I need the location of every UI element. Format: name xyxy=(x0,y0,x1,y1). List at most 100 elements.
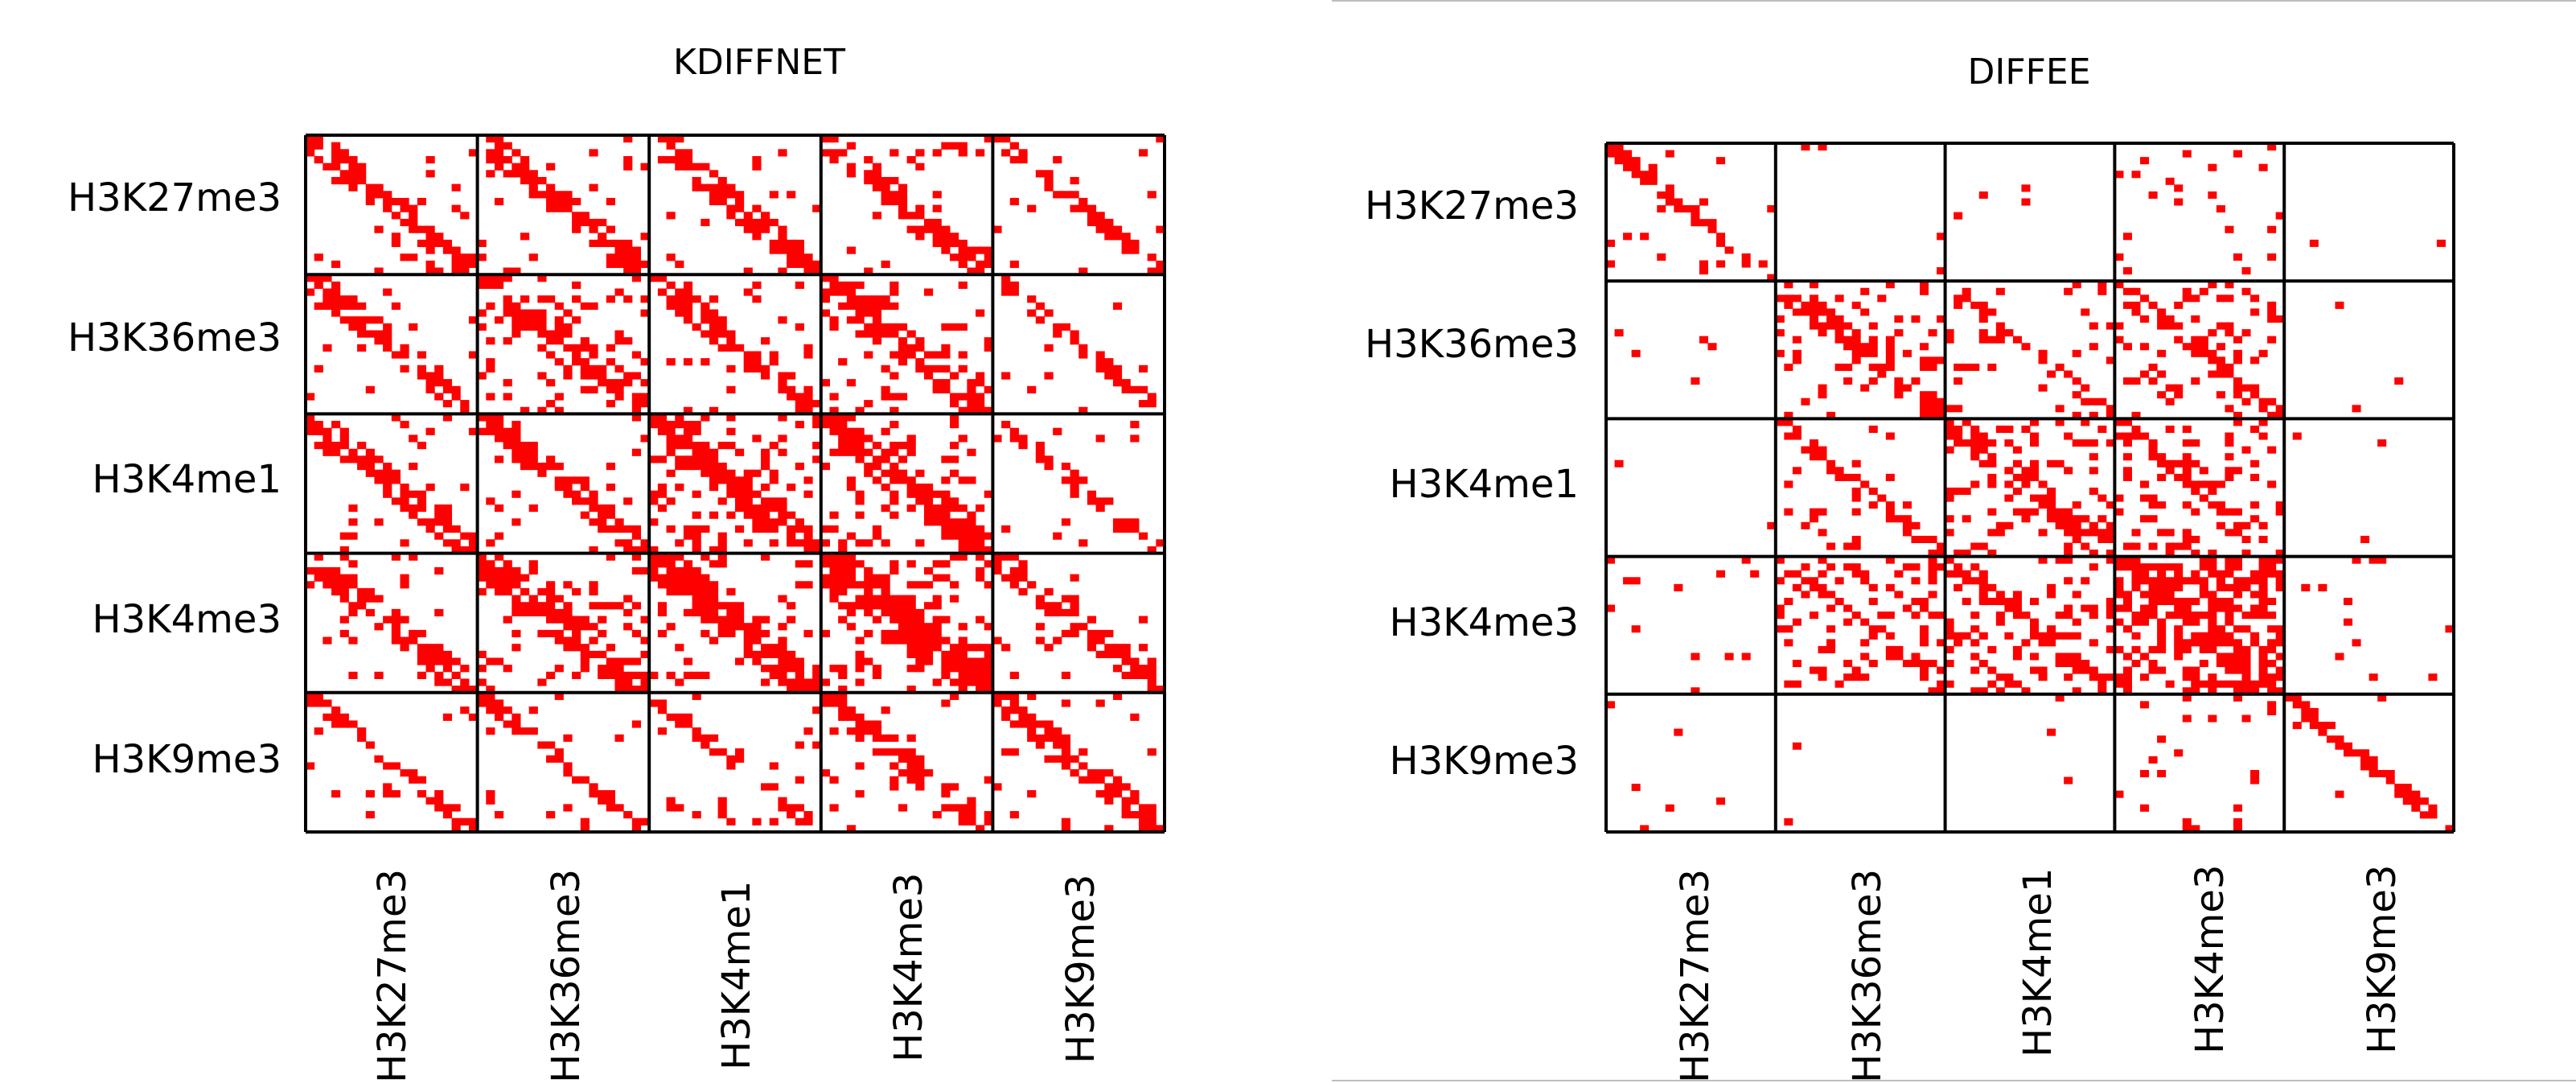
matrix-cell xyxy=(1147,825,1157,833)
matrix-cell xyxy=(1937,397,1946,406)
matrix-cell xyxy=(563,372,573,380)
matrix-cell xyxy=(1775,329,1785,337)
matrix-cell xyxy=(1009,720,1019,728)
matrix-cell xyxy=(829,427,839,435)
matrix-cell xyxy=(1138,665,1148,673)
matrix-block xyxy=(2114,143,2285,275)
matrix-cell xyxy=(477,574,487,582)
matrix-cell xyxy=(614,665,624,673)
matrix-cell xyxy=(692,602,701,610)
matrix-cell xyxy=(864,587,873,596)
matrix-cell xyxy=(1945,529,1954,537)
matrix-cell xyxy=(546,183,556,191)
matrix-cell xyxy=(769,518,779,526)
matrix-cell xyxy=(846,442,857,450)
matrix-cell xyxy=(512,434,521,443)
matrix-cell xyxy=(1035,636,1045,644)
matrix-cell xyxy=(2267,707,2277,715)
matrix-cell xyxy=(1978,660,1988,668)
matrix-cell xyxy=(1631,625,1641,633)
matrix-cell xyxy=(374,183,384,191)
matrix-cell xyxy=(2267,645,2277,653)
matrix-cell xyxy=(2309,239,2319,247)
matrix-cell xyxy=(743,212,753,220)
matrix-cell xyxy=(606,379,615,387)
matrix-cell xyxy=(726,616,736,624)
matrix-cell xyxy=(1665,198,1674,206)
matrix-cell xyxy=(2225,370,2234,378)
matrix-cell xyxy=(477,665,487,673)
matrix-cell xyxy=(700,574,710,582)
matrix-cell xyxy=(700,183,710,191)
matrix-cell xyxy=(1792,583,1802,591)
matrix-cell xyxy=(976,393,985,401)
matrix-cell xyxy=(1087,490,1097,498)
matrix-cell xyxy=(743,476,753,484)
matrix-cell xyxy=(950,665,959,673)
matrix-cell xyxy=(1970,446,1980,454)
matrix-cell xyxy=(2081,439,2090,447)
matrix-cell xyxy=(958,364,968,373)
matrix-cell xyxy=(2216,343,2225,351)
matrix-cell xyxy=(606,804,615,812)
matrix-cell xyxy=(1792,680,1802,688)
matrix-cell xyxy=(554,636,564,644)
matrix-cell xyxy=(984,776,993,784)
matrix-cell xyxy=(2055,556,2064,564)
matrix-cell xyxy=(761,525,770,533)
matrix-cell xyxy=(1606,260,1616,268)
matrix-cell xyxy=(314,142,323,150)
matrix-cell xyxy=(1945,515,1954,523)
matrix-cell xyxy=(391,197,401,206)
matrix-cell xyxy=(1792,742,1802,750)
matrix-cell xyxy=(1826,563,1836,571)
matrix-cell xyxy=(1792,425,1802,434)
matrix-cell xyxy=(537,316,547,324)
matrix-cell xyxy=(512,566,521,575)
matrix-cell xyxy=(1070,204,1079,212)
matrix-cell xyxy=(1894,653,1904,661)
matrix-cell xyxy=(700,469,710,477)
matrix-cell xyxy=(1834,336,1844,344)
matrix-cell xyxy=(2004,673,2014,682)
matrix-cell xyxy=(2182,673,2192,682)
matrix-cell xyxy=(1937,542,1946,550)
matrix-cell xyxy=(477,587,487,596)
matrix-cell xyxy=(2012,473,2022,481)
matrix-cell xyxy=(1699,219,1708,227)
matrix-cell xyxy=(717,330,727,338)
matrix-cell xyxy=(2131,411,2141,419)
matrix-cell xyxy=(1894,391,1904,399)
col-label: H3K4me3 xyxy=(2188,864,2233,1054)
matrix-cell xyxy=(846,170,857,178)
matrix-cell xyxy=(820,525,830,533)
matrix-cell xyxy=(838,421,848,429)
matrix-cell xyxy=(915,358,925,366)
matrix-cell xyxy=(2089,521,2098,529)
matrix-cell xyxy=(889,602,899,610)
matrix-cell xyxy=(598,511,607,519)
matrix-cell xyxy=(889,281,899,290)
matrix-cell xyxy=(486,274,495,282)
matrix-cell xyxy=(657,155,668,164)
matrix-cell xyxy=(1699,267,1708,275)
matrix-cell xyxy=(357,163,367,171)
matrix-cell xyxy=(1809,583,1818,591)
matrix-cell xyxy=(2250,515,2260,523)
matrix-cell xyxy=(2267,225,2277,233)
matrix-cell xyxy=(2021,184,2031,192)
matrix-cell xyxy=(2208,370,2217,378)
matrix-cell xyxy=(958,525,968,533)
matrix-cell xyxy=(2047,459,2056,467)
matrix-cell xyxy=(795,776,804,784)
matrix-cell xyxy=(417,504,427,513)
matrix-cell xyxy=(923,351,934,359)
matrix-cell xyxy=(752,218,762,227)
matrix-cell xyxy=(829,149,839,157)
matrix-cell xyxy=(872,309,882,317)
matrix-cell xyxy=(864,629,873,638)
matrix-cell xyxy=(2208,673,2217,682)
matrix-cell xyxy=(692,595,701,603)
matrix-cell xyxy=(864,323,873,331)
matrix-cell xyxy=(1138,400,1148,408)
